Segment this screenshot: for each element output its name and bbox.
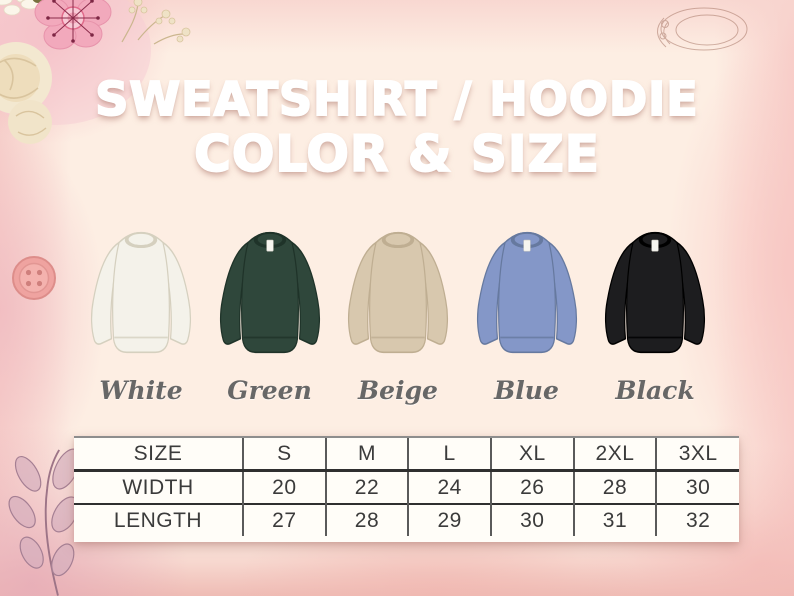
sweatshirt-black-icon [604,231,706,354]
length-value-l: 29 [407,503,491,536]
row-label: LENGTH [74,503,243,536]
sweatshirt-beige-icon [347,231,449,354]
row-label: WIDTH [122,475,194,499]
color-label: Black [615,376,695,405]
table-row-width: WIDTH 20 22 24 26 28 30 [74,470,739,504]
product-blue-sweatshirt: Blue [465,224,589,405]
color-label: Green [227,376,312,405]
col-header-s: S [242,438,326,472]
sweatshirt-green-icon [219,231,320,354]
table-header-row: SIZE S M L XL 2XL 3XL [74,438,739,472]
size-chart-table: SIZE S M L XL 2XL 3XL WIDTH 20 22 24 26 … [74,436,739,542]
col-header-2xl: 2XL [572,438,657,472]
length-value-s: 27 [242,503,326,536]
width-value-3xl: 30 [655,470,739,504]
product-white-sweatshirt: White [79,224,203,405]
color-label: Beige [358,376,438,405]
sweatshirt-blue-icon [476,231,577,354]
width-value-m: 22 [324,470,409,504]
length-value-3xl: 32 [655,503,739,536]
length-value-xl: 30 [489,503,574,536]
width-value-xl: 26 [489,470,574,504]
title-line-2: COLOR & SIZE [193,125,600,184]
product-beige-sweatshirt: Beige [336,224,460,405]
title-line-1: SWEATSHIRT / HOODIE [94,71,699,127]
color-options-row: White Green [79,224,717,405]
product-green-sweatshirt: Green [208,224,332,405]
table-row-length: LENGTH 27 28 29 30 31 32 [74,503,739,536]
col-header-l: L [407,438,491,472]
product-black-sweatshirt: Black [593,224,717,405]
col-header-size: SIZE [74,438,243,472]
color-label: White [99,376,183,405]
width-value-s: 20 [242,470,326,504]
col-header-xl: XL [489,438,574,472]
length-value-2xl: 31 [572,503,657,536]
width-value-l: 24 [407,470,491,504]
width-value-2xl: 28 [572,470,657,504]
col-header-3xl: 3XL [655,438,739,472]
length-value-m: 28 [324,503,409,536]
color-label: Blue [494,376,559,405]
page-title: SWEATSHIRT / HOODIE COLOR & SIZE [0,71,794,184]
col-header-m: M [324,438,409,472]
sweatshirt-white-icon [90,231,192,354]
